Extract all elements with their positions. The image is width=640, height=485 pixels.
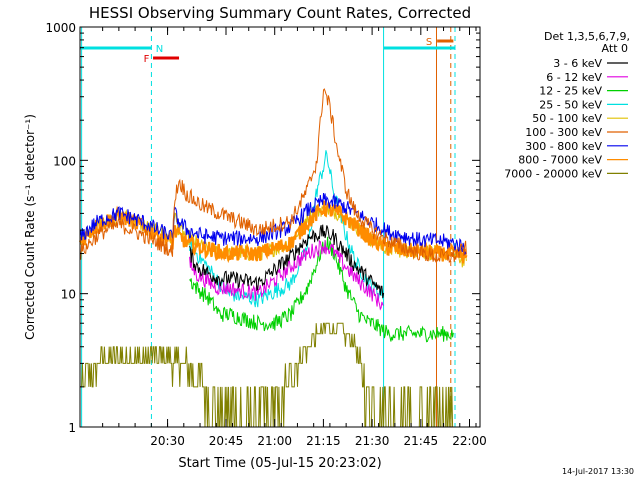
series-line-3-6-kev xyxy=(189,224,385,298)
legend-label: 3 - 6 keV xyxy=(553,57,602,70)
saa-flag-label: S xyxy=(426,37,432,48)
footer-timestamp: 14-Jul-2017 13:30 xyxy=(562,467,634,476)
y-axis-label: Corrected Count Rate (s⁻¹ detector⁻¹) xyxy=(23,114,37,340)
night-flag-label: N xyxy=(156,44,163,55)
y-tick-label: 1000 xyxy=(45,21,76,35)
x-tick-label: 21:15 xyxy=(306,434,341,448)
legend-label: 7000 - 20000 keV xyxy=(504,167,602,180)
legend-label: 800 - 7000 keV xyxy=(518,154,602,167)
x-axis: 20:30 20:45 21:00 21:15 21:30 21:45 22:00 xyxy=(102,27,487,448)
legend-label: 6 - 12 keV xyxy=(546,71,602,84)
y-tick-label: 10 xyxy=(61,288,76,302)
plot-frame xyxy=(79,26,481,428)
x-tick-label: 20:30 xyxy=(150,434,185,448)
legend-label: 25 - 50 keV xyxy=(539,98,602,111)
y-axis: 1 10 100 1000 xyxy=(45,21,480,435)
x-tick-label: 20:45 xyxy=(209,434,244,448)
legend-label: 100 - 300 keV xyxy=(525,126,602,139)
chart-title: HESSI Observing Summary Count Rates, Cor… xyxy=(89,4,471,22)
y-tick-label: 100 xyxy=(53,154,76,168)
flare-flag-label: F xyxy=(144,54,150,65)
legend-label: 50 - 100 keV xyxy=(532,112,602,125)
legend-label: 300 - 800 keV xyxy=(525,140,602,153)
series-line-6-12-kev xyxy=(189,239,384,311)
legend-title-line1: Det 1,3,5,6,7,9, xyxy=(544,30,630,43)
x-tick-label: 21:00 xyxy=(257,434,292,448)
series-line-100-300-kev xyxy=(79,88,467,263)
x-tick-label: 21:45 xyxy=(404,434,439,448)
legend-label: 12 - 25 keV xyxy=(539,85,602,98)
y-tick-label: 1 xyxy=(68,421,76,435)
x-tick-label: 21:30 xyxy=(355,434,390,448)
x-axis-label: Start Time (05-Jul-15 20:23:02) xyxy=(178,456,381,471)
legend-title-line2: Att 0 xyxy=(602,42,628,55)
x-tick-label: 22:00 xyxy=(452,434,487,448)
